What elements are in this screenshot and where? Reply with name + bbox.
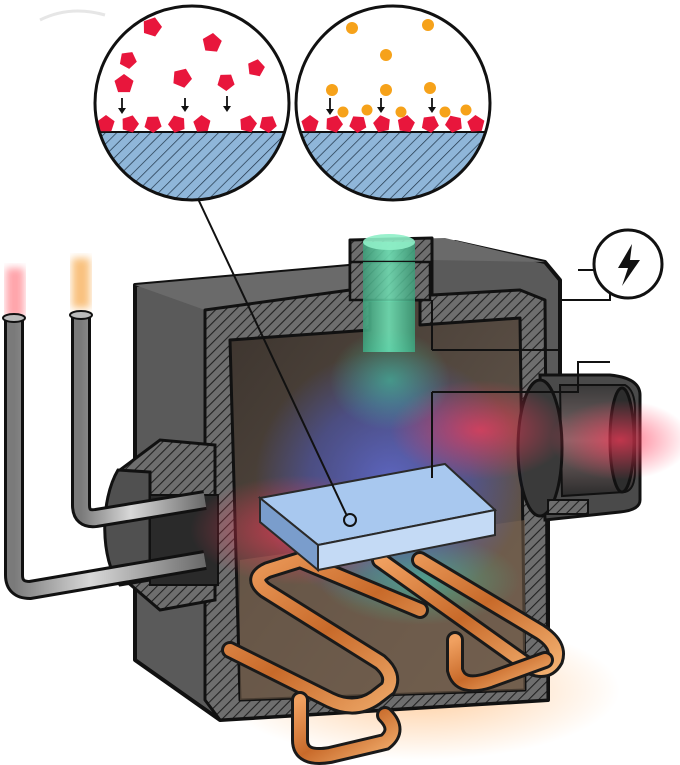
- inset-precursor-a-adsorption: [93, 4, 291, 202]
- precursor-b-particle: [361, 104, 373, 116]
- precursor-a-particle: [193, 115, 211, 132]
- precursor-a-particle: [168, 115, 185, 133]
- inset-precursor-b-reaction: [294, 4, 492, 202]
- gas-inlet-tube-red: [2, 268, 207, 600]
- precursor-a-particle: [421, 116, 439, 133]
- precursor-a-particle: [240, 115, 257, 133]
- precursor-b-particle: [460, 104, 472, 116]
- precursor-a-particle: [259, 116, 277, 133]
- precursor-a-particle: [173, 68, 192, 88]
- adsorption-arrowhead: [181, 106, 189, 112]
- precursor-a-particle: [143, 17, 162, 37]
- substrate-wafer: [257, 462, 498, 573]
- precursor-b-particle: [424, 82, 436, 94]
- precursor-a-particle: [248, 59, 265, 77]
- adsorption-arrowhead: [377, 107, 385, 113]
- precursor-b-particle: [380, 84, 392, 96]
- precursor-a-particle: [397, 115, 415, 132]
- precursor-a-particle: [467, 115, 485, 132]
- adsorption-arrowhead: [428, 107, 436, 113]
- precursor-b-particle: [395, 106, 407, 118]
- precursor-b-particle: [422, 19, 434, 31]
- adsorption-arrowhead: [326, 109, 334, 115]
- precursor-a-particle: [349, 116, 367, 133]
- exhaust-glow: [550, 400, 680, 480]
- adsorption-arrowhead: [223, 106, 231, 112]
- precursor-a-particle: [373, 115, 390, 133]
- gas-inlet-tube-orange: [69, 258, 207, 529]
- lightning-bolt-icon: [618, 244, 640, 286]
- precursor-b-particle: [346, 22, 358, 34]
- precursor-a-particle: [202, 33, 222, 52]
- precursor-a-particle: [114, 74, 134, 93]
- precursor-a-particle: [122, 115, 139, 133]
- precursor-b-particle: [326, 84, 338, 96]
- heating-coils: [221, 550, 565, 765]
- precursor-a-particle: [97, 115, 115, 132]
- precursor-b-particle: [380, 49, 392, 61]
- substrate-focus-point: [343, 513, 357, 527]
- precursor-a-particle: [445, 115, 462, 133]
- adsorption-arrowhead: [118, 108, 126, 114]
- precursor-a-particle: [217, 74, 235, 91]
- precursor-a-particle: [119, 52, 137, 69]
- decorative-arc: [39, 9, 106, 22]
- callout-lines: [191, 185, 348, 517]
- power-source: [592, 228, 664, 300]
- precursor-b-particle: [337, 106, 349, 118]
- precursor-b-particle: [439, 106, 451, 118]
- precursor-a-particle: [144, 116, 162, 133]
- precursor-a-particle: [301, 115, 319, 132]
- precursor-a-particle: [326, 115, 343, 133]
